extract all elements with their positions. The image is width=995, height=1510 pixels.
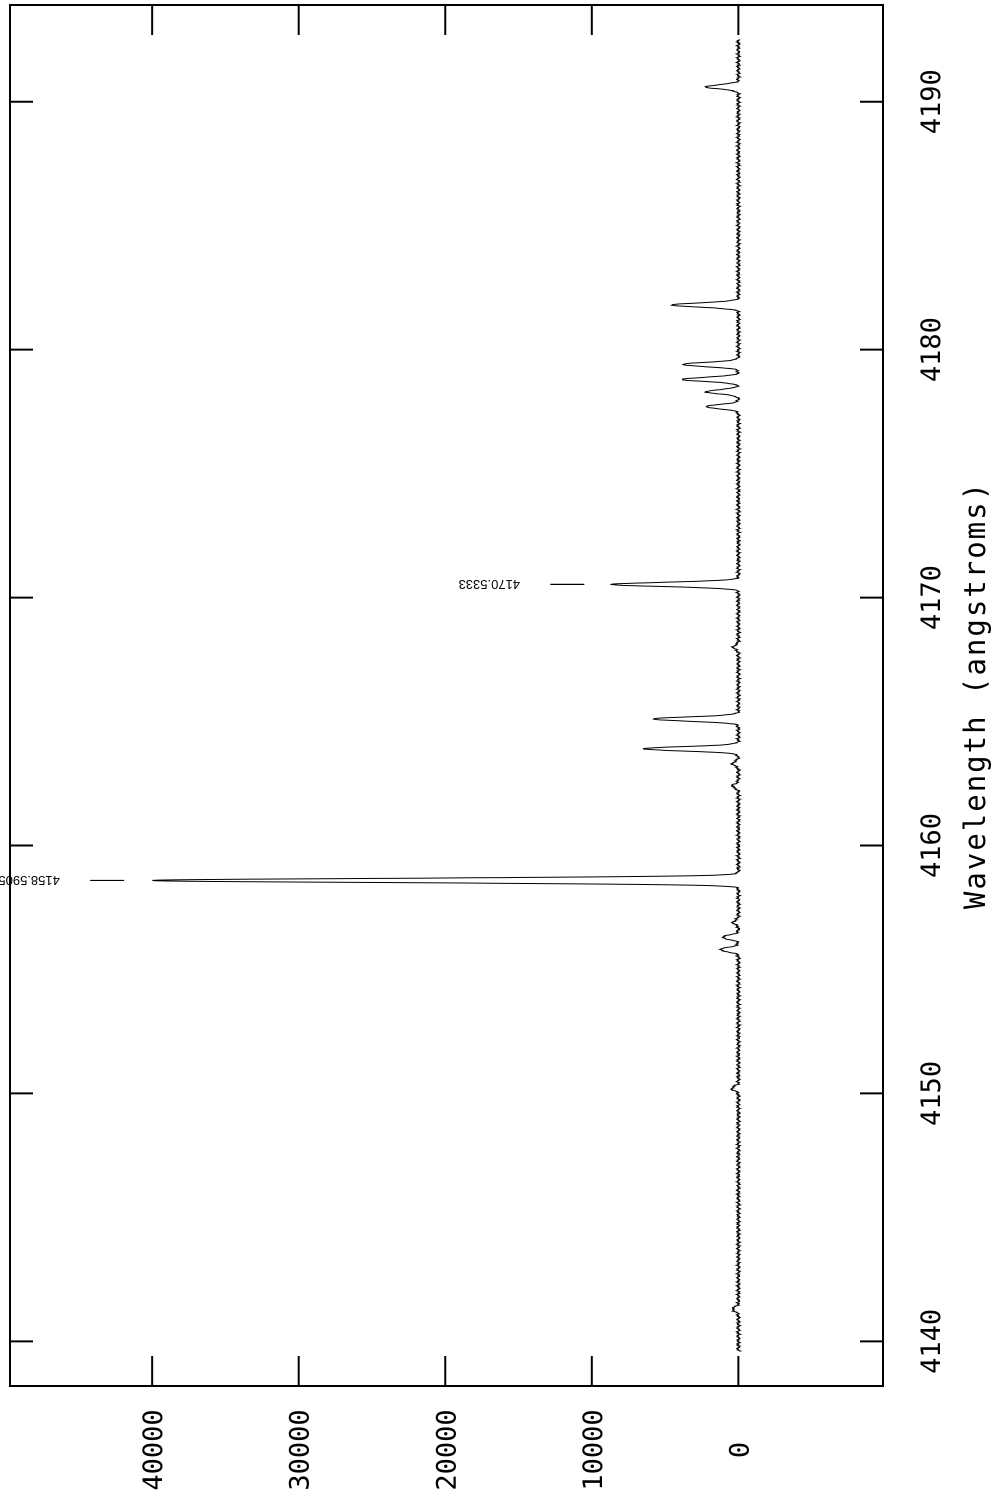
x-tick-label-4150: 4150: [916, 1061, 947, 1126]
y-tick-label-20000: 20000: [431, 1409, 462, 1490]
y-tick-label-40000: 40000: [138, 1409, 169, 1490]
plot-frame: [9, 4, 884, 1387]
x-tick-label-4190: 4190: [916, 69, 947, 134]
x-axis-title: Wavelength (angstroms): [958, 481, 992, 909]
x-tick-label-4180: 4180: [916, 317, 947, 382]
line-id-label-1: 4170.5333: [459, 577, 520, 592]
y-tick-label-0: 0: [724, 1442, 755, 1458]
x-tick-label-4170: 4170: [916, 565, 947, 630]
y-tick-label-10000: 10000: [578, 1409, 609, 1490]
x-tick-label-4160: 4160: [916, 813, 947, 878]
y-tick-label-30000: 30000: [285, 1409, 316, 1490]
line-id-label-0: 4158.5905: [0, 873, 60, 888]
spectrum-series-line: [152, 39, 743, 1352]
x-tick-label-4140: 4140: [916, 1309, 947, 1374]
